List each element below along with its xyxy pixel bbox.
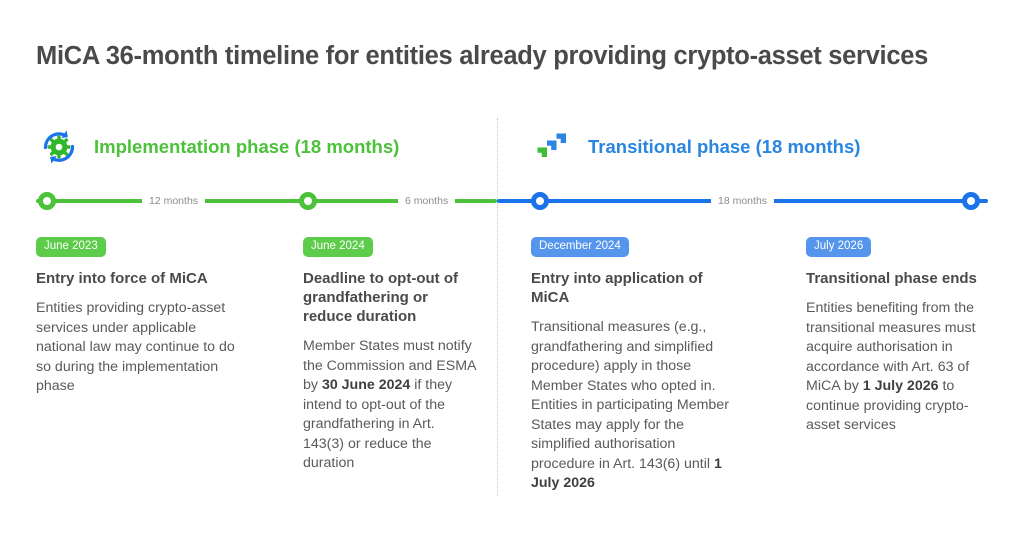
timeline-node-july-2026[interactable] — [962, 192, 980, 210]
milestone-body-2: Member States must notify the Commission… — [303, 338, 476, 471]
page-title: MiCA 36-month timeline for entities alre… — [36, 42, 928, 70]
phase-label-transitional: Transitional phase (18 months) — [588, 136, 861, 157]
phase-divider — [497, 118, 498, 496]
milestone-heading-1: Entry into force of MiCA — [36, 270, 208, 287]
milestone-column-2: June 2024 Deadline to opt-out of grandfa… — [303, 236, 478, 474]
phase-label-implementation: Implementation phase (18 months) — [94, 136, 400, 157]
interval-label-12-months: 12 months — [142, 190, 206, 212]
phase-header-implementation: Implementation phase (18 months) — [36, 124, 399, 170]
timeline-node-june-2024[interactable] — [299, 192, 317, 210]
date-badge-july-2026: July 2026 — [806, 237, 872, 257]
gear-refresh-icon — [36, 124, 82, 170]
interval-label-6-months: 6 months — [398, 190, 456, 212]
timeline-track: 12 months 6 months 18 months — [36, 190, 988, 212]
milestone-body-3: Transitional measures (e.g., grandfather… — [531, 319, 729, 491]
milestone-body-4: Entities benefiting from the transitiona… — [806, 300, 976, 433]
milestone-heading-4: Transitional phase ends — [806, 270, 977, 287]
milestone-column-1: June 2023 Entry into force of MiCA Entit… — [36, 236, 248, 397]
track-segment-implementation — [36, 199, 497, 203]
interval-label-18-months: 18 months — [711, 190, 775, 212]
milestone-heading-2: Deadline to opt-out of grandfathering or… — [303, 270, 458, 325]
milestone-column-4: July 2026 Transitional phase ends Entiti… — [806, 236, 984, 436]
date-badge-june-2023: June 2023 — [36, 237, 106, 257]
timeline-node-june-2023[interactable] — [38, 192, 56, 210]
phase-header-transitional: Transitional phase (18 months) — [530, 124, 860, 170]
milestone-column-3: December 2024 Entry into application of … — [531, 236, 731, 494]
timeline-node-december-2024[interactable] — [531, 192, 549, 210]
arrows-up-right-icon — [530, 124, 576, 170]
milestone-body-1: Entities providing crypto-asset services… — [36, 300, 235, 394]
date-badge-june-2024: June 2024 — [303, 237, 373, 257]
milestone-heading-3: Entry into application of MiCA — [531, 270, 703, 306]
date-badge-december-2024: December 2024 — [531, 237, 629, 257]
